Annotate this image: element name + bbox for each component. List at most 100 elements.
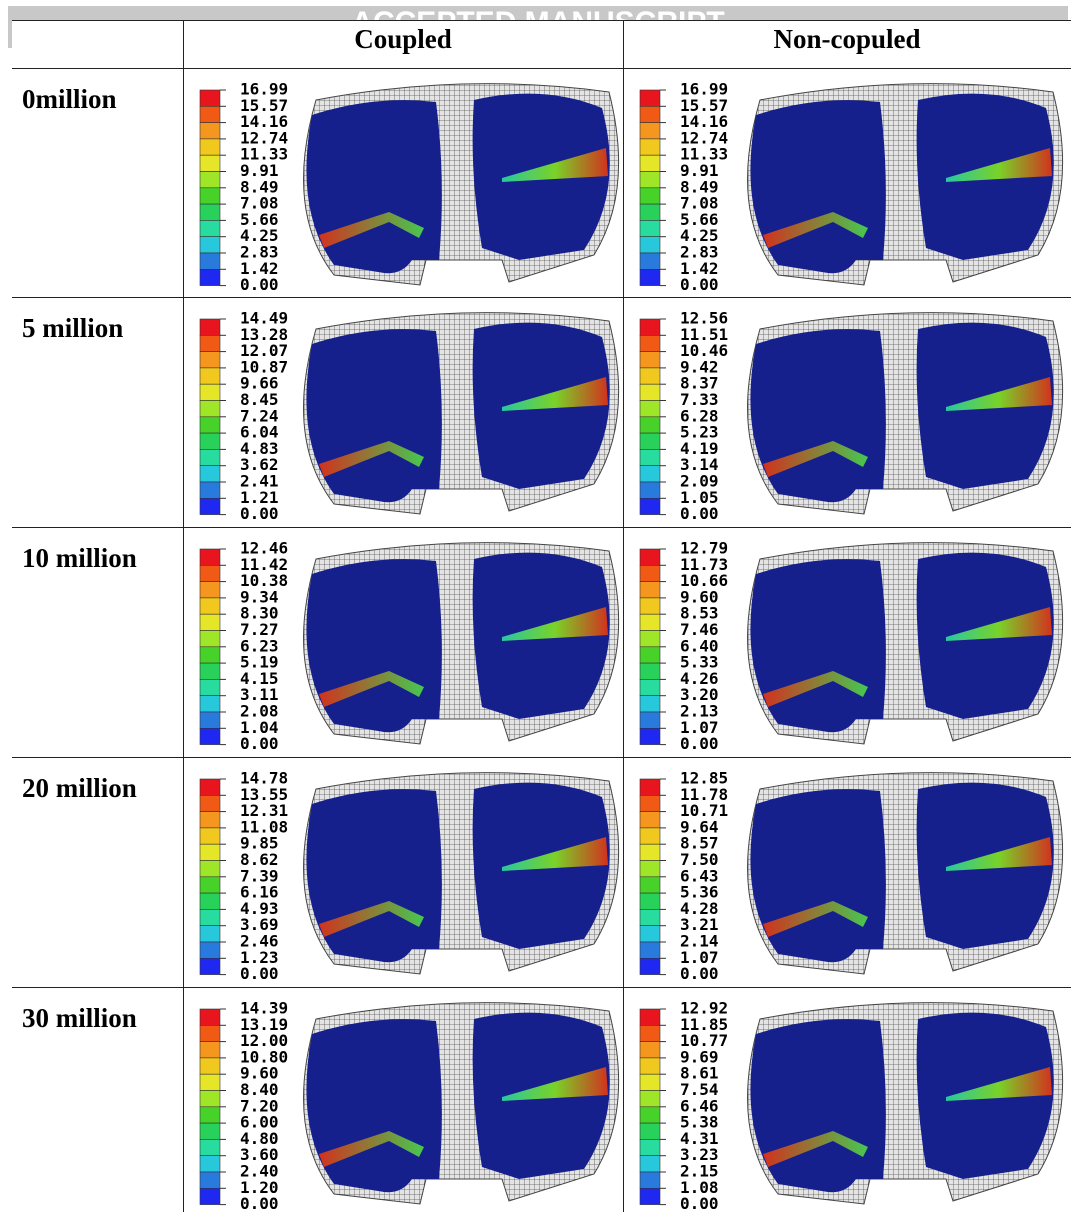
medial-compartment <box>306 559 442 733</box>
legend-swatch <box>639 728 661 745</box>
legend-label: 6.28 <box>680 406 719 425</box>
watermark-edge <box>8 6 12 48</box>
contact-patch <box>502 1067 608 1101</box>
contact-patch <box>319 441 424 477</box>
column-header: Non-copuled <box>773 24 921 54</box>
legend-label: 0.00 <box>680 504 719 523</box>
legend-swatch <box>199 1057 221 1075</box>
legend-swatch <box>639 794 661 812</box>
legend-label: 10.80 <box>240 1047 288 1066</box>
contact-patch <box>319 212 424 248</box>
legend-swatch <box>639 1057 661 1075</box>
legend-label: 6.00 <box>240 1113 279 1132</box>
contour-plot: 12.9211.8510.779.698.617.546.465.384.313… <box>639 999 1064 1212</box>
legend-label: 2.41 <box>240 472 279 491</box>
legend-label: 15.57 <box>240 96 288 115</box>
medial-compartment <box>306 100 442 274</box>
legend-swatch <box>639 416 661 434</box>
legend-label: 12.46 <box>240 539 288 558</box>
medial-compartment <box>306 1019 442 1193</box>
contact-patch <box>946 377 1052 411</box>
legend-label: 4.31 <box>680 1129 719 1148</box>
legend-label: 14.16 <box>240 112 288 131</box>
legend-swatch <box>639 220 661 237</box>
tibial-insert <box>747 83 1064 286</box>
legend-label: 2.14 <box>680 932 719 951</box>
contact-patch <box>502 377 608 411</box>
legend-swatch <box>639 89 661 107</box>
legend-swatch <box>639 662 661 680</box>
legend-label: 1.21 <box>240 488 279 507</box>
legend-label: 6.46 <box>680 1096 719 1115</box>
legend-swatch <box>199 203 221 221</box>
table-line <box>12 527 1071 528</box>
legend-swatch <box>199 662 221 680</box>
legend-swatch <box>199 860 221 878</box>
legend-label: 0.00 <box>240 275 279 294</box>
legend-swatch <box>199 646 221 664</box>
legend-swatch <box>199 794 221 812</box>
legend-label: 3.14 <box>680 455 719 474</box>
legend-label: 1.07 <box>680 948 719 967</box>
legend-swatch <box>639 827 661 845</box>
legend-swatch <box>639 154 661 172</box>
legend-label: 4.19 <box>680 439 719 458</box>
legend-swatch <box>639 351 661 369</box>
row-label: 30 million <box>22 1003 137 1033</box>
legend-swatch <box>639 1188 661 1205</box>
legend-label: 7.39 <box>240 866 279 885</box>
legend-label: 8.49 <box>680 177 719 196</box>
contour-plot: 14.4913.2812.0710.879.668.457.246.044.83… <box>199 309 620 523</box>
legend-swatch <box>199 613 221 631</box>
legend-label: 0.00 <box>680 1194 719 1212</box>
legend-label: 12.56 <box>680 309 728 328</box>
legend-swatch <box>199 564 221 582</box>
tibial-insert <box>747 1002 1064 1205</box>
legend-label: 13.19 <box>240 1015 288 1034</box>
legend-label: 2.15 <box>680 1162 719 1181</box>
legend-swatch <box>199 383 221 401</box>
legend-swatch <box>639 383 661 401</box>
legend-label: 5.19 <box>240 653 279 672</box>
legend-swatch <box>639 811 661 829</box>
legend-label: 0.00 <box>240 1194 279 1212</box>
legend-label: 14.16 <box>680 112 728 131</box>
legend-label: 9.60 <box>680 587 719 606</box>
legend-label: 9.60 <box>240 1064 279 1083</box>
legend-swatch <box>639 679 661 696</box>
legend-swatch <box>199 367 221 385</box>
legend-label: 5.23 <box>680 423 719 442</box>
legend-swatch <box>639 892 661 910</box>
legend-swatch <box>199 827 221 845</box>
legend-label: 3.60 <box>240 1145 279 1164</box>
legend-swatch <box>199 843 221 861</box>
legend-swatch <box>639 367 661 385</box>
legend-swatch <box>199 679 221 696</box>
legend-swatch <box>639 695 661 713</box>
legend-swatch <box>639 646 661 664</box>
legend-swatch <box>199 449 221 466</box>
contour-plot: 14.7813.5512.3111.089.858.627.396.164.93… <box>199 769 620 983</box>
legend-label: 0.00 <box>240 734 279 753</box>
legend-label: 9.91 <box>240 161 279 180</box>
watermark: ACCEPTED MANUSCRIPT <box>8 8 1068 21</box>
legend-swatch <box>199 1171 221 1189</box>
legend-label: 7.20 <box>240 1096 279 1115</box>
legend-label: 1.42 <box>680 259 719 278</box>
legend-label: 12.85 <box>680 769 728 788</box>
legend-swatch <box>639 1008 661 1026</box>
legend-swatch <box>639 711 661 729</box>
medial-compartment <box>306 329 442 503</box>
legend-swatch <box>639 941 661 959</box>
legend-swatch <box>199 1139 221 1156</box>
legend-swatch <box>639 564 661 582</box>
legend-swatch <box>639 925 661 943</box>
legend-swatch <box>199 334 221 352</box>
legend-label: 7.24 <box>240 406 279 425</box>
legend-swatch <box>639 876 661 894</box>
legend-swatch <box>639 400 661 418</box>
legend-label: 11.73 <box>680 555 728 574</box>
row-label: 20 million <box>22 773 137 803</box>
legend-label: 3.62 <box>240 455 279 474</box>
